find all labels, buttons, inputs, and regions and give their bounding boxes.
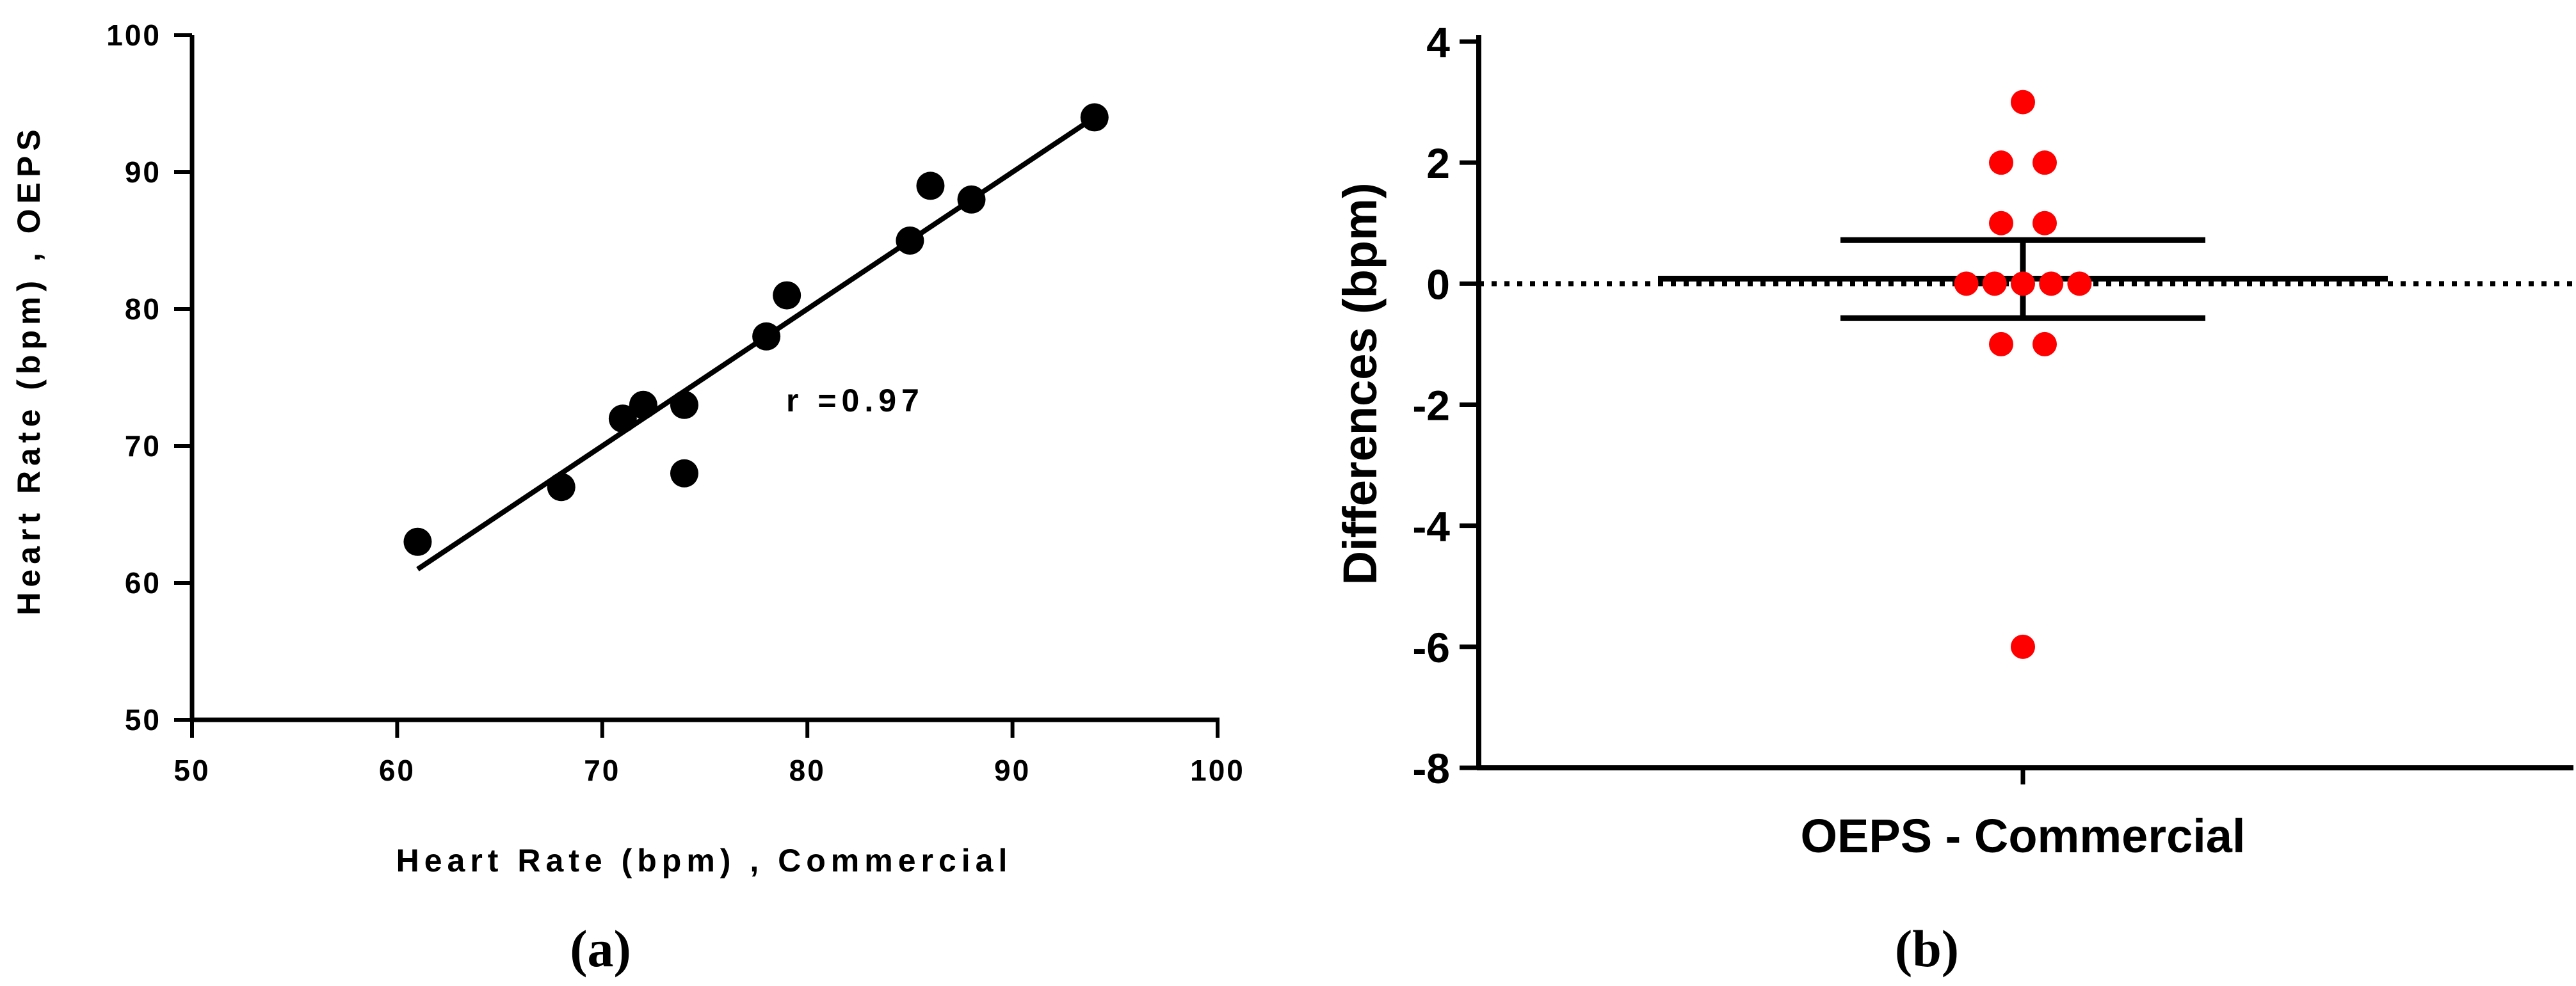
- panel-b-data-point: [2011, 271, 2035, 296]
- panel-a-points: [403, 103, 1109, 556]
- panel-a: 50 60 70 80 90 100 50 60 70 80 90 100 r =0.97 Hear…: [11, 19, 1245, 978]
- panel-a-x-tick-label: 100: [1190, 754, 1245, 787]
- panel-a-y-tick-label: 60: [125, 566, 161, 600]
- panel-a-x-tick-label: 70: [584, 754, 620, 787]
- panel-a-y-tick-label: 100: [106, 19, 161, 52]
- panel-b-y-tick-label: -2: [1412, 382, 1450, 429]
- panel-a-y-tick-label: 90: [125, 155, 161, 189]
- panel-a-data-point: [957, 185, 986, 214]
- panel-a-x-tick-label: 60: [379, 754, 415, 787]
- panel-b-mean-error-bar: [1658, 237, 2388, 321]
- panel-a-label: (a): [570, 919, 631, 978]
- panel-a-data-point: [1080, 103, 1109, 132]
- panel-b-data-point: [2033, 211, 2057, 235]
- panel-b-y-tick-label: -6: [1412, 624, 1450, 671]
- panel-a-data-point: [403, 527, 432, 556]
- panel-b-data-point: [2033, 331, 2057, 356]
- panel-b-data-point: [1982, 271, 2007, 296]
- panel-b-data-point: [2067, 271, 2092, 296]
- panel-b-y-axis-label: Differences (bpm): [1333, 182, 1387, 585]
- panel-a-axes: [189, 35, 1220, 722]
- panel-a-correlation-annotation: r =0.97: [786, 383, 924, 418]
- panel-a-x-ticks: 50 60 70 80 90 100: [173, 720, 1245, 787]
- panel-b-y-tick-label: 2: [1426, 139, 1450, 187]
- panel-a-data-point: [896, 227, 924, 255]
- panel-a-data-point: [773, 281, 801, 310]
- panel-b-data-point: [2011, 90, 2035, 115]
- panel-b-data-point: [2033, 150, 2057, 175]
- panel-a-data-point: [752, 322, 781, 351]
- panel-b-y-ticks: 4 2 0 -2 -4 -6 -8: [1412, 19, 1479, 792]
- panel-a-y-tick-label: 80: [125, 292, 161, 326]
- panel-b-axes: [1476, 35, 2573, 784]
- panel-b-data-point: [1954, 271, 1979, 296]
- panel-b-category-label: OEPS - Commercial: [1800, 809, 2245, 863]
- panel-a-data-point: [916, 171, 945, 200]
- panel-b-y-tick-label: 4: [1426, 19, 1450, 66]
- panel-a-data-point: [629, 390, 657, 419]
- panel-b-data-point: [2011, 634, 2035, 659]
- panel-a-data-point: [608, 404, 637, 433]
- panel-a-x-tick-label: 50: [173, 754, 210, 787]
- panel-b-data-point: [2039, 271, 2064, 296]
- panel-b-points: [1954, 90, 2092, 659]
- panel-a-data-point: [670, 390, 698, 419]
- panel-b-label: (b): [1895, 919, 1959, 978]
- panel-b-y-tick-label: -4: [1412, 503, 1450, 550]
- panel-a-x-axis-label: Heart Rate (bpm) , Commercial: [396, 843, 1013, 879]
- panel-a-y-tick-label: 70: [125, 429, 161, 463]
- panel-a-y-ticks: 50 60 70 80 90 100: [106, 19, 192, 736]
- panel-a-x-tick-label: 80: [789, 754, 826, 787]
- panel-a-y-axis-label: Heart Rate (bpm) , OEPS: [11, 124, 47, 615]
- panel-b-data-point: [1989, 150, 2013, 175]
- panel-a-data-point: [670, 459, 698, 488]
- panel-a-x-tick-label: 90: [994, 754, 1031, 787]
- panel-b-data-point: [1989, 331, 2013, 356]
- panel-b-data-point: [1989, 211, 2013, 235]
- panel-b-y-tick-label: -8: [1412, 745, 1450, 792]
- panel-a-data-point: [547, 473, 576, 502]
- panel-b-y-tick-label: 0: [1426, 260, 1450, 308]
- panel-b: 4 2 0 -2 -4 -6 -8 OEPS - Commercial Difference…: [1333, 19, 2573, 978]
- panel-a-y-tick-label: 50: [125, 703, 161, 736]
